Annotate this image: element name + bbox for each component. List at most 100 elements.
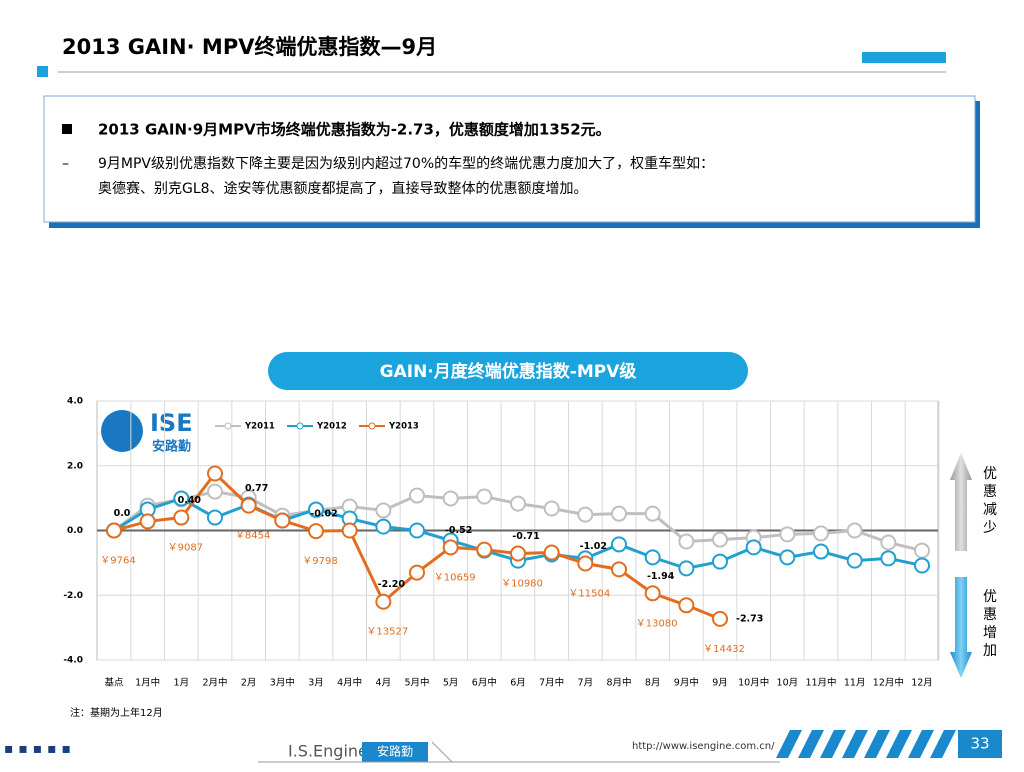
point bbox=[409, 522, 425, 539]
point bbox=[308, 501, 324, 518]
x-tick-label: 11月 bbox=[844, 678, 866, 689]
point bbox=[543, 544, 560, 561]
logo-globe bbox=[101, 410, 143, 452]
side-label: 优惠减少 bbox=[983, 466, 997, 536]
x-tick-label: 7月 bbox=[578, 678, 594, 689]
y-tick-label: -2.0 bbox=[63, 591, 83, 601]
point bbox=[476, 541, 493, 558]
x-tick-label: 11月中 bbox=[805, 677, 836, 689]
x-tick-label: 2月 bbox=[241, 678, 257, 689]
price-annotation: ￥13080 bbox=[636, 618, 678, 629]
logo-text: 安路勤 bbox=[152, 439, 191, 455]
x-tick-label: 5月 bbox=[443, 678, 459, 689]
point bbox=[207, 509, 223, 526]
point bbox=[341, 522, 358, 539]
value-label: 0.0 bbox=[114, 508, 131, 519]
summary-box bbox=[43, 95, 976, 223]
x-tick-label: 8月 bbox=[645, 678, 661, 689]
x-tick-label: 基点 bbox=[104, 677, 124, 689]
point bbox=[409, 564, 425, 581]
point bbox=[207, 465, 223, 482]
chart-title: GAIN·月度终端优惠指数-MPV级 bbox=[380, 361, 637, 382]
bullet-text: 2013 GAIN·9月MPV市场终端优惠指数为-2.73，优惠额度增加1352… bbox=[98, 121, 611, 139]
point bbox=[510, 545, 526, 562]
x-tick-label: 7月中 bbox=[539, 677, 564, 689]
point bbox=[813, 543, 829, 560]
arrow-up bbox=[950, 453, 972, 551]
title-square bbox=[37, 66, 48, 77]
bullet bbox=[62, 124, 72, 134]
y-tick-label: -4.0 bbox=[63, 656, 83, 666]
footer-stripes bbox=[776, 730, 956, 758]
logo: ISE 安路勤 bbox=[101, 409, 193, 455]
price-annotation: ￥11504 bbox=[568, 589, 610, 600]
dash: – bbox=[62, 156, 69, 172]
detail-line: 9月MPV级别优惠指数下降主要是因为级别内超过70%的车型的终端优惠力度加大了，… bbox=[98, 155, 714, 172]
legend-marker bbox=[368, 422, 376, 430]
point bbox=[375, 502, 392, 519]
x-tick-label: 6月 bbox=[510, 678, 526, 689]
logo-mark: ISE bbox=[150, 409, 193, 437]
value-label: -0.52 bbox=[445, 525, 472, 536]
point bbox=[745, 539, 762, 556]
point bbox=[375, 593, 392, 610]
point bbox=[577, 506, 594, 523]
y-tick-label: 2.0 bbox=[67, 461, 83, 471]
title-accent bbox=[862, 52, 946, 63]
note: 注：基期为上年12月 bbox=[70, 706, 163, 719]
point bbox=[779, 549, 796, 566]
point bbox=[712, 610, 728, 627]
point bbox=[644, 505, 661, 522]
footer-dots: ▪ ▪ ▪ ▪ ▪ bbox=[4, 741, 71, 757]
point bbox=[813, 525, 829, 542]
x-tick-label: 3月 bbox=[308, 678, 324, 689]
y-tick-label: 4.0 bbox=[67, 397, 83, 407]
point bbox=[139, 513, 156, 530]
side-char: 减 bbox=[983, 502, 997, 518]
detail-line: 奥德赛、别克GL8、途安等优惠额度都提高了，直接导致整体的优惠额度增加。 bbox=[98, 180, 588, 197]
x-tick-label: 9月中 bbox=[674, 677, 699, 689]
value-label: 0.77 bbox=[245, 483, 268, 494]
x-tick-label: 5月中 bbox=[404, 677, 429, 689]
point bbox=[442, 539, 459, 556]
price-annotation: ￥10659 bbox=[434, 572, 476, 583]
point bbox=[644, 585, 661, 602]
value-label: -0.71 bbox=[512, 531, 539, 542]
chart-banner bbox=[268, 352, 748, 390]
x-tick-label: 9月 bbox=[712, 678, 728, 689]
side-char: 优 bbox=[983, 589, 997, 605]
footer-brand-box bbox=[362, 742, 428, 762]
x-tick-label: 12月中 bbox=[873, 677, 904, 689]
side-char: 加 bbox=[983, 643, 997, 659]
price-annotation: ￥9087 bbox=[168, 543, 203, 554]
x-tick-label: 10月 bbox=[777, 678, 799, 689]
value-label: -0.02 bbox=[310, 509, 337, 520]
point bbox=[442, 490, 459, 507]
price-annotation: ￥14432 bbox=[703, 644, 745, 655]
value-label: -1.02 bbox=[580, 541, 607, 552]
value-label: -2.20 bbox=[378, 579, 406, 590]
x-tick-label: 1月 bbox=[174, 678, 190, 689]
point bbox=[409, 487, 425, 504]
legend-marker bbox=[224, 422, 232, 430]
legend-label: Y2011 bbox=[244, 422, 275, 432]
point bbox=[846, 522, 863, 539]
page-box bbox=[958, 730, 1002, 758]
point bbox=[173, 509, 190, 526]
point bbox=[678, 560, 695, 577]
x-tick-label: 2月中 bbox=[202, 677, 227, 689]
x-tick-label: 4月中 bbox=[337, 677, 362, 689]
x-tick-label: 3月中 bbox=[270, 677, 295, 689]
point bbox=[476, 488, 493, 505]
value-label: -2.73 bbox=[736, 613, 763, 624]
arrow-down bbox=[950, 577, 972, 678]
value-label: -1.94 bbox=[647, 571, 675, 582]
point bbox=[510, 495, 526, 512]
price-annotation: ￥13527 bbox=[366, 627, 408, 638]
footer-brand: I.S.Engine bbox=[288, 742, 368, 761]
point bbox=[846, 552, 863, 569]
price-annotation: ￥10980 bbox=[501, 578, 543, 589]
y-tick-label: 0.0 bbox=[67, 526, 83, 536]
